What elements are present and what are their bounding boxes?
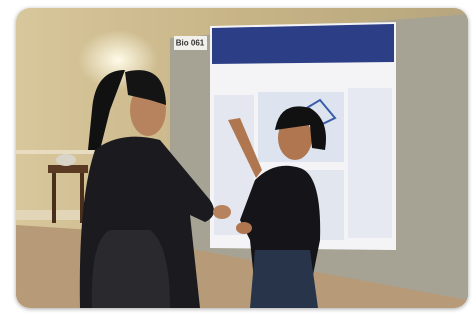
left-person-hand: [213, 205, 231, 219]
table-leg: [52, 173, 56, 223]
photo: Bio 061: [16, 8, 468, 308]
table-item: [56, 154, 76, 166]
board-label: Bio 061: [176, 39, 205, 48]
left-person-bag: [92, 230, 170, 308]
poster-header: [212, 24, 394, 64]
right-person-skirt: [250, 250, 318, 308]
right-person-hand: [236, 222, 252, 234]
photo-frame: Bio 061: [0, 0, 475, 318]
wall-rail: [16, 150, 106, 154]
page: {"photo": {"board_label": "Bio 061"}} Bi…: [0, 0, 475, 318]
poster-panel: [348, 88, 392, 238]
side-table: [48, 165, 88, 173]
